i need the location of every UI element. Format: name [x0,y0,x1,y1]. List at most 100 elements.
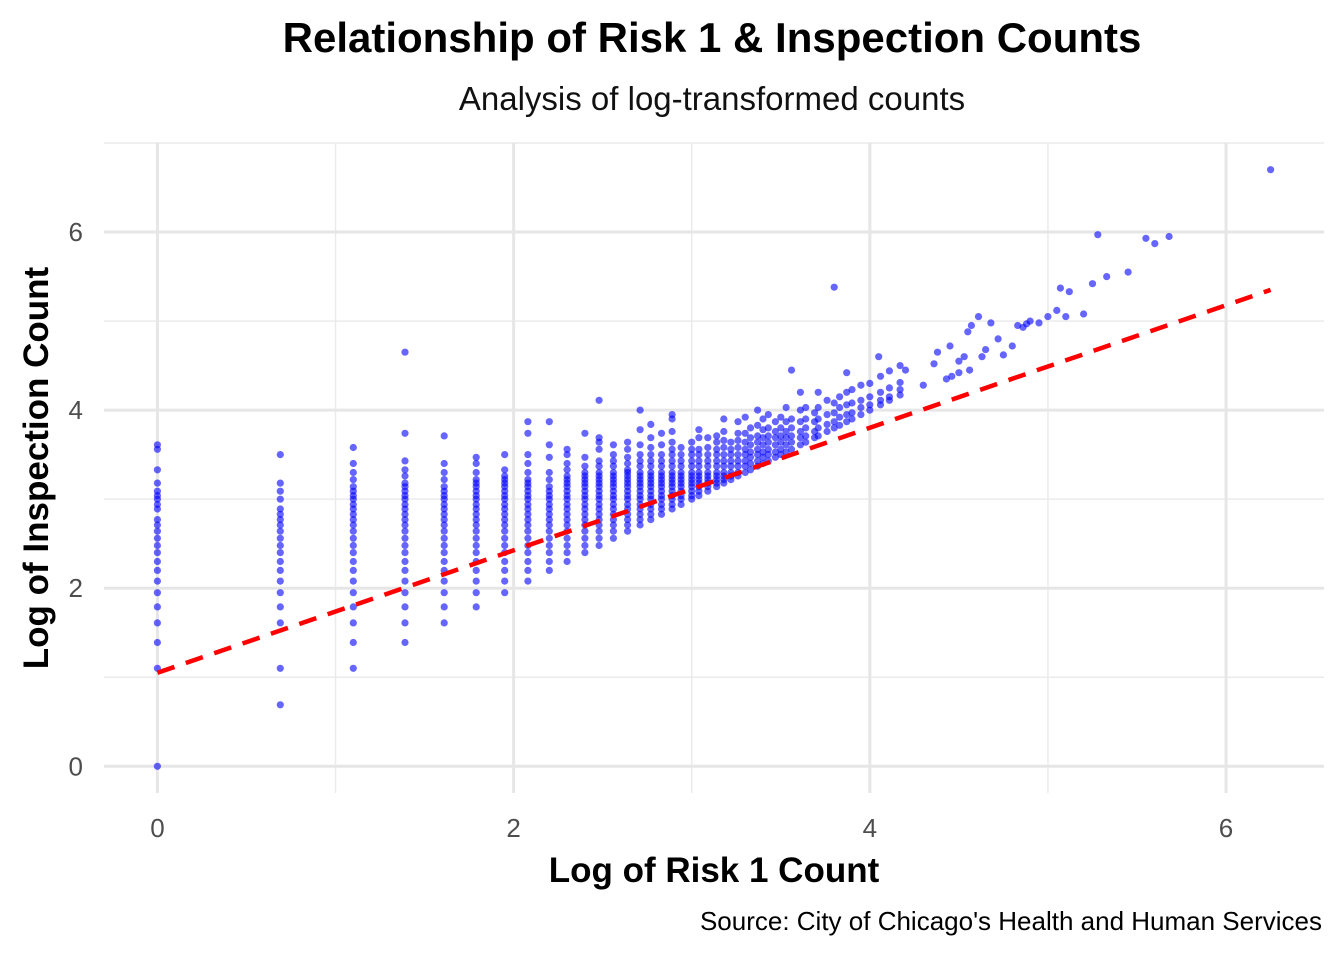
data-point [668,451,676,459]
data-point [636,468,644,477]
data-point [741,468,749,477]
data-point [688,445,696,453]
data-point [581,429,589,437]
data-point [349,566,357,575]
data-point [276,510,284,518]
data-point [524,500,532,509]
data-point [581,527,589,535]
data-point [830,409,838,417]
data-point [440,577,448,585]
data-point [276,701,284,709]
data-point [647,420,655,428]
data-point [802,403,810,412]
data-point [695,445,703,453]
data-point [636,426,644,434]
data-point [1062,313,1070,321]
data-point [741,445,749,453]
data-point [1008,342,1016,350]
data-point [657,457,666,465]
data-point [545,453,553,461]
data-point [545,476,553,484]
data-point [276,557,284,566]
data-point [524,429,532,437]
data-point [440,589,448,597]
data-point [836,403,844,412]
data-point [501,466,509,474]
data-point [581,468,589,477]
data-point [276,521,284,529]
data-point [153,566,161,575]
data-point [401,603,409,611]
data-point [657,462,666,470]
data-point [802,438,810,446]
data-point [624,521,632,529]
data-point [1094,231,1102,239]
data-point [966,366,974,374]
data-point [153,441,161,449]
data-point [746,459,755,468]
data-point [866,379,874,387]
data-point [720,468,728,477]
data-point [787,432,796,440]
data-point [563,521,571,529]
data-point [896,378,904,387]
data-point [734,429,742,437]
data-point [545,418,553,426]
data-point [440,619,448,627]
data-point [802,424,810,432]
data-point [782,427,790,436]
data-point [276,577,284,585]
data-point [276,664,284,672]
data-point [1053,306,1061,314]
data-point [843,369,851,377]
data-point [472,534,480,542]
data-point [624,445,632,453]
data-point [974,313,983,321]
data-point [964,328,972,336]
data-point [734,443,742,452]
data-point [524,557,532,566]
data-point [440,541,448,550]
data-point [967,321,976,330]
data-point [440,557,448,566]
data-point [636,441,644,449]
data-point [563,549,571,557]
data-point [545,534,553,542]
data-point [349,500,357,509]
x-axis-title: Log of Risk 1 Count [549,851,880,890]
data-point [349,664,357,672]
data-point [1035,319,1043,327]
data-point [1151,240,1159,248]
data-point [866,401,874,409]
data-point [1088,280,1097,288]
data-point [764,445,772,453]
data-point [647,516,655,524]
data-point [771,448,780,456]
data-point [276,495,284,503]
data-point [720,436,728,444]
data-point [814,403,822,412]
data-point [440,476,448,484]
data-point [734,462,742,470]
data-point [545,483,553,491]
data-point [609,457,618,465]
data-point [545,541,553,550]
data-point [501,516,509,524]
data-point [153,487,161,495]
data-point [657,468,666,477]
data-point [349,619,357,627]
data-point [153,762,161,770]
data-point [401,429,409,437]
data-point [668,468,676,477]
data-point [501,500,509,509]
data-point [153,500,161,509]
data-point [843,388,851,396]
data-point [695,468,703,477]
data-point [771,453,780,461]
data-point [1124,268,1132,276]
data-point [501,557,509,566]
data-point [440,527,448,535]
data-point [276,505,284,513]
data-point [830,399,838,407]
data-point [843,418,851,426]
